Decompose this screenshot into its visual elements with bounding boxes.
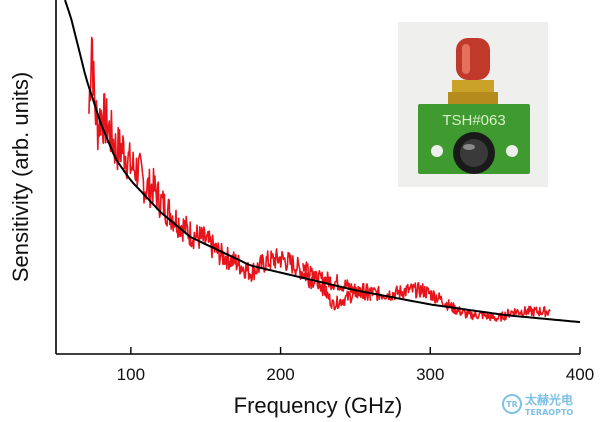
x-axis-title: Frequency (GHz) xyxy=(234,393,403,418)
detector-photo-inset: TSH#063 xyxy=(398,22,548,187)
x-tick-label: 400 xyxy=(566,365,594,384)
watermark-logo-letters: TR xyxy=(506,400,518,409)
watermark-logo-icon xyxy=(502,394,522,414)
fit-curve-line xyxy=(64,0,581,324)
connector-nut xyxy=(452,80,494,92)
connector-cap xyxy=(456,38,490,80)
mounting-hole-right xyxy=(506,145,518,157)
board-label: TSH#063 xyxy=(442,112,505,129)
x-tick-label: 100 xyxy=(117,365,145,384)
lens-highlight xyxy=(463,144,475,150)
plot-series xyxy=(64,0,581,324)
y-axis-title: Sensitivity (arb. units) xyxy=(8,72,33,282)
lens xyxy=(460,139,488,167)
x-ticks: 100 200 300 400 xyxy=(117,347,594,384)
mounting-hole-left xyxy=(431,145,443,157)
x-tick-label: 200 xyxy=(266,365,294,384)
x-tick-label: 300 xyxy=(416,365,444,384)
measured-data-line xyxy=(302,261,551,322)
watermark-logo: TR 太赫光电 TERAOPTO xyxy=(502,392,573,417)
watermark-text-cn: 太赫光电 xyxy=(525,392,573,407)
measured-data-line xyxy=(88,36,372,301)
connector-cap-highlight xyxy=(462,44,470,74)
watermark-text-en: TERAOPTO xyxy=(525,408,573,417)
